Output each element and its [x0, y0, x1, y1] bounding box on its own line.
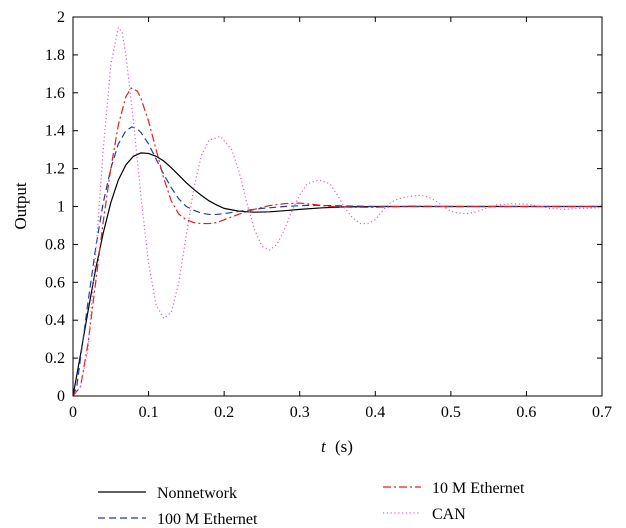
x-tick-label: 0.2: [214, 404, 234, 421]
legend-item-can: CAN: [383, 506, 466, 523]
series-line-can: [73, 26, 602, 396]
plot-frame: [72, 16, 603, 397]
x-axis-label: t (s): [321, 437, 353, 456]
legend-label-10m-ethernet: 10 M Ethernet: [432, 480, 525, 497]
x-tick-label: 0.4: [365, 404, 385, 421]
legend-label-can: CAN: [432, 506, 466, 523]
ticks-layer: 0 0.1 0.2 0.3 0.4 0.5 0.6 0.7 0 0.2 0.4 0.6 0.8 1 1.2 1…: [45, 9, 612, 421]
y-tick-label: 2: [57, 9, 65, 26]
y-tick-label: 1.4: [45, 123, 65, 140]
y-tick-label: 0.8: [45, 236, 65, 253]
series-layer: [73, 26, 602, 396]
x-axis-label-unit: (s): [335, 437, 353, 456]
y-tick-label: 0.2: [45, 350, 65, 367]
y-tick-label: 1.2: [45, 161, 65, 178]
legend-item-100m-ethernet: 100 M Ethernet: [98, 511, 258, 528]
y-tick-label: 0.6: [45, 274, 65, 291]
series-line-10-m-ethernet: [73, 87, 602, 396]
y-tick-label: 1.6: [45, 85, 65, 102]
y-tick-label: 0.4: [45, 312, 65, 329]
legend: Nonnetwork 100 M Ethernet 10 M Ethernet …: [98, 480, 525, 528]
legend-item-10m-ethernet: 10 M Ethernet: [383, 480, 525, 497]
y-tick-label: 0: [57, 388, 65, 405]
y-tick-label: 1: [57, 199, 65, 216]
legend-label-100m-ethernet: 100 M Ethernet: [157, 511, 258, 528]
legend-label-nonnetwork: Nonnetwork: [157, 485, 237, 502]
series-line-100-m-ethernet: [73, 126, 602, 396]
x-tick-label: 0.7: [592, 404, 612, 421]
x-tick-label: 0.5: [441, 404, 461, 421]
x-tick-label: 0.1: [139, 404, 159, 421]
x-tick-label: 0: [69, 404, 77, 421]
y-tick-label: 1.8: [45, 47, 65, 64]
legend-item-nonnetwork: Nonnetwork: [98, 485, 237, 502]
y-axis-label: Output: [11, 182, 30, 230]
x-axis-label-variable: t: [321, 437, 327, 456]
series-line-nonnetwork: [73, 152, 602, 396]
x-tick-label: 0.6: [516, 404, 536, 421]
x-tick-label: 0.3: [290, 404, 310, 421]
